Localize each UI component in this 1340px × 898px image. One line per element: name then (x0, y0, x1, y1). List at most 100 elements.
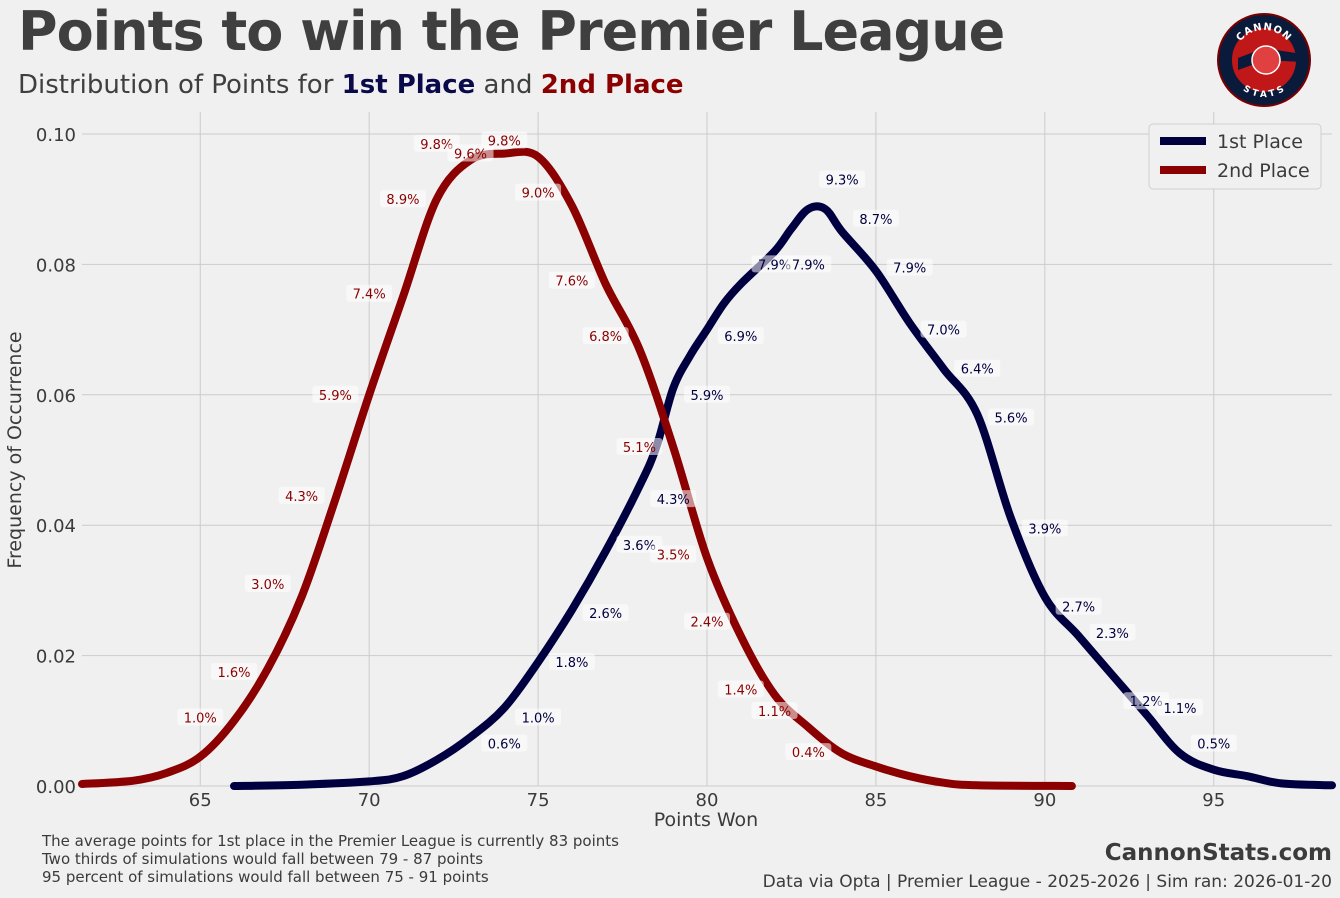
x-tick-label: 75 (527, 790, 550, 811)
point-label-bg (988, 408, 1035, 426)
point-label: 0.6% (488, 738, 521, 753)
note-average: The average points for 1st place in the … (42, 832, 619, 850)
point-label: 1.1% (758, 705, 791, 720)
point-label-bg (1156, 698, 1203, 716)
point-label-bg (515, 708, 562, 726)
point-label: 9.3% (826, 174, 859, 189)
point-label: 3.5% (657, 549, 690, 564)
point-label-bg (616, 437, 663, 455)
point-label: 3.6% (623, 539, 656, 554)
point-label: 7.6% (555, 275, 588, 290)
point-label-bg (278, 486, 325, 504)
point-label: 7.4% (353, 288, 386, 303)
point-label: 6.4% (961, 363, 994, 378)
point-label: 0.5% (1197, 738, 1230, 753)
series-line-first-place (230, 202, 1336, 790)
x-axis-label: Points Won (654, 809, 758, 831)
point-label-bg (312, 385, 359, 403)
point-label-bg (548, 653, 595, 671)
point-label: 1.6% (218, 666, 251, 681)
point-label: 5.1% (623, 441, 656, 456)
chart-legend: 1st Place 2nd Place (1148, 123, 1322, 190)
y-axis-label: Frequency of Occurrence (4, 331, 26, 568)
y-tick-label: 0.00 (36, 777, 76, 798)
brand-link[interactable]: CannonStats.com (1104, 840, 1332, 866)
point-label: 6.9% (724, 330, 757, 345)
note-95-percent: 95 percent of simulations would fall bet… (42, 868, 489, 886)
x-tick-label: 85 (864, 790, 887, 811)
point-label-bg (650, 490, 697, 508)
point-label: 6.8% (589, 330, 622, 345)
point-label-bg (684, 612, 730, 630)
cannon-stats-logo: CANNON STATS (1217, 13, 1311, 107)
legend-label-first: 1st Place (1217, 131, 1303, 153)
point-label: 7.0% (927, 324, 960, 339)
x-tick-label: 65 (189, 790, 212, 811)
y-tick-label: 0.04 (36, 516, 76, 537)
point-label: 5.9% (319, 389, 352, 404)
point-label: 7.9% (893, 262, 926, 277)
point-label-bg (751, 702, 798, 720)
note-two-thirds: Two thirds of simulations would fall bet… (42, 850, 484, 868)
point-label-bg (1089, 623, 1136, 641)
subtitle-and: and (483, 70, 533, 100)
point-label-bg (447, 144, 494, 162)
subtitle-prefix: Distribution of Points for (18, 70, 334, 100)
x-tick-label: 70 (358, 790, 381, 811)
point-label: 2.4% (690, 616, 723, 631)
y-tick-label: 0.02 (36, 647, 76, 668)
point-label-bg (819, 170, 866, 188)
point-label: 9.6% (454, 148, 487, 163)
point-label-bg (548, 271, 595, 289)
subtitle-first-place: 1st Place (341, 70, 476, 100)
point-label-bg (379, 190, 426, 208)
summary-notes: The average points for 1st place in the … (42, 832, 619, 886)
point-label: 1.8% (555, 656, 588, 671)
chart-ticks: 65 70 75 80 85 90 95 0.00 0.02 0.04 0.06 0.08 0.10 (36, 125, 1225, 811)
point-label: 1.2% (1130, 695, 1163, 710)
x-tick-label: 80 (696, 790, 719, 811)
chart-grid (82, 112, 1332, 787)
point-label: 1.4% (724, 684, 757, 699)
point-label-bg (582, 327, 629, 345)
point-label-bg (244, 574, 291, 592)
point-label: 3.9% (1028, 522, 1061, 537)
y-tick-label: 0.10 (36, 125, 76, 146)
point-label: 8.9% (386, 193, 419, 208)
point-label: 4.3% (657, 493, 690, 508)
point-label-bg (346, 284, 393, 302)
chart-point-labels: 0.6%1.0%1.8%2.6%3.6%4.3%5.9%6.9%7.9% 7.9%… (177, 131, 1237, 761)
point-label-bg (1190, 734, 1237, 752)
x-tick-label: 95 (1202, 790, 1225, 811)
point-label: 9.0% (522, 187, 555, 202)
point-label: 8.7% (859, 213, 892, 228)
point-label-bg (785, 255, 832, 273)
point-label: 1.0% (522, 712, 555, 727)
point-label-bg (481, 734, 528, 752)
subtitle-second-place: 2nd Place (540, 70, 684, 100)
series-line-second-place (78, 147, 1076, 790)
point-label-bg (920, 320, 967, 338)
data-credit: Data via Opta | Premier League - 2025-20… (762, 872, 1332, 892)
page-subtitle: Distribution of Points for 1st Place and… (18, 70, 684, 100)
point-label: 9.8% (488, 135, 521, 150)
chart-lines (78, 147, 1336, 790)
point-label: 2.6% (589, 607, 622, 622)
point-label: 1.0% (184, 712, 217, 727)
point-label-bg (684, 385, 730, 403)
x-tick-label: 90 (1033, 790, 1056, 811)
page-title: Points to win the Premier League (18, 0, 1005, 63)
point-label: 0.4% (792, 746, 825, 761)
point-label-bg (1055, 597, 1102, 615)
point-label-bg (954, 359, 1001, 377)
legend-label-second: 2nd Place (1217, 160, 1310, 182)
point-label-bg (886, 258, 933, 276)
point-label: 4.3% (285, 490, 318, 505)
point-label: 7.9% (758, 258, 791, 273)
point-label-bg (177, 708, 224, 726)
point-label-bg (785, 743, 832, 761)
point-label: 3.0% (251, 578, 284, 593)
point-label: 2.7% (1062, 601, 1095, 616)
point-label-bg (717, 327, 764, 345)
